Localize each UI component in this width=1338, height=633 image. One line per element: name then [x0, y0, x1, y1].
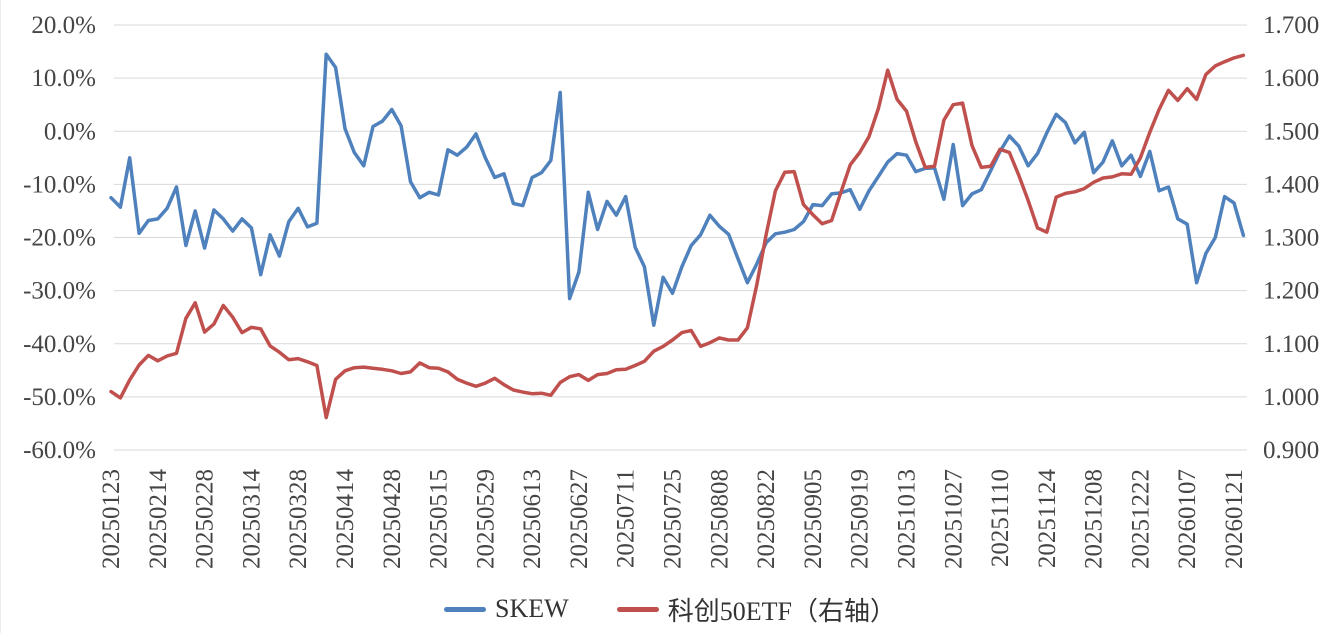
x-axis-tick-label: 20250228	[192, 469, 219, 569]
x-axis-tick-label: 20260107	[1174, 469, 1201, 569]
x-axis-tick-label: 20251124	[1034, 469, 1061, 569]
chart-plot-area: 20.0% 1.700 10.0% 1.600 0.0% 1.500 -10.0% 1.400…	[23, 12, 1319, 570]
etf-line-swatch	[616, 606, 659, 612]
x-axis-tick-label: 20260121	[1221, 469, 1248, 569]
x-axis-tick-label: 20250123	[98, 469, 125, 569]
x-axis-tick-label: 20250919	[847, 469, 874, 569]
left-axis-tick-label: 0.0%	[44, 118, 96, 145]
x-axis-tick-label: 20250515	[426, 469, 453, 569]
x-axis-tick-label: 20250328	[285, 469, 312, 569]
x-axis-tick-label: 20250808	[706, 469, 733, 569]
left-axis-tick-label: -10.0%	[23, 171, 96, 198]
chart-legend: SKEW 科创50ETF（右轴）	[1, 591, 1338, 627]
x-axis-tick-label: 20250529	[472, 469, 499, 569]
x-axis-tick-label: 20250214	[145, 469, 172, 570]
x-axis-tick-label: 20251110	[987, 469, 1014, 567]
right-axis-tick-label: 1.600	[1263, 65, 1319, 92]
x-axis-tick-label: 20251013	[893, 469, 920, 569]
skew-line	[109, 52, 1246, 327]
etf-line	[109, 53, 1246, 420]
legend-label-etf: 科创50ETF（右轴）	[667, 596, 896, 626]
left-axis-tick-label: -50.0%	[23, 384, 96, 411]
right-axis-tick-label: 1.100	[1263, 331, 1319, 358]
left-axis-tick-label: -40.0%	[23, 331, 96, 358]
right-axis-tick-label: 0.900	[1263, 437, 1319, 464]
x-axis-tick-label: 20250428	[379, 469, 406, 569]
x-axis-tick-label: 20251027	[940, 469, 967, 569]
left-axis-tick-label: -60.0%	[23, 437, 96, 464]
x-axis-tick-label: 20250627	[566, 469, 593, 569]
x-axis-tick-label: 20250822	[753, 469, 780, 569]
legend-item-etf: 科创50ETF（右轴）	[616, 591, 896, 628]
right-axis-tick-label: 1.500	[1263, 118, 1319, 145]
left-axis-tick-label: 20.0%	[31, 12, 96, 39]
x-axis-tick-label: 20250414	[332, 469, 359, 570]
right-axis-tick-label: 1.200	[1263, 278, 1319, 305]
left-axis-tick-label: -20.0%	[23, 225, 96, 252]
x-axis-tick-label: 20250725	[660, 469, 687, 569]
x-axis-tick-label: 20250905	[800, 469, 827, 569]
left-axis-tick-label: 10.0%	[31, 65, 96, 92]
right-axis-tick-label: 1.000	[1263, 384, 1319, 411]
skew-line-swatch	[444, 606, 487, 612]
right-axis-tick-label: 1.400	[1263, 171, 1319, 198]
legend-label-skew: SKEW	[495, 594, 569, 623]
x-axis-tick-label: 20251208	[1081, 469, 1108, 569]
left-axis-tick-label: -30.0%	[23, 278, 96, 305]
legend-item-skew: SKEW	[444, 594, 569, 624]
right-axis-tick-label: 1.700	[1263, 12, 1319, 39]
x-axis-tick-label: 20250711	[613, 469, 640, 568]
right-axis-tick-label: 1.300	[1263, 225, 1319, 252]
x-axis-tick-label: 20251222	[1127, 469, 1154, 569]
x-axis-tick-label: 20250613	[519, 469, 546, 569]
x-axis-tick-label: 20250314	[238, 469, 265, 570]
